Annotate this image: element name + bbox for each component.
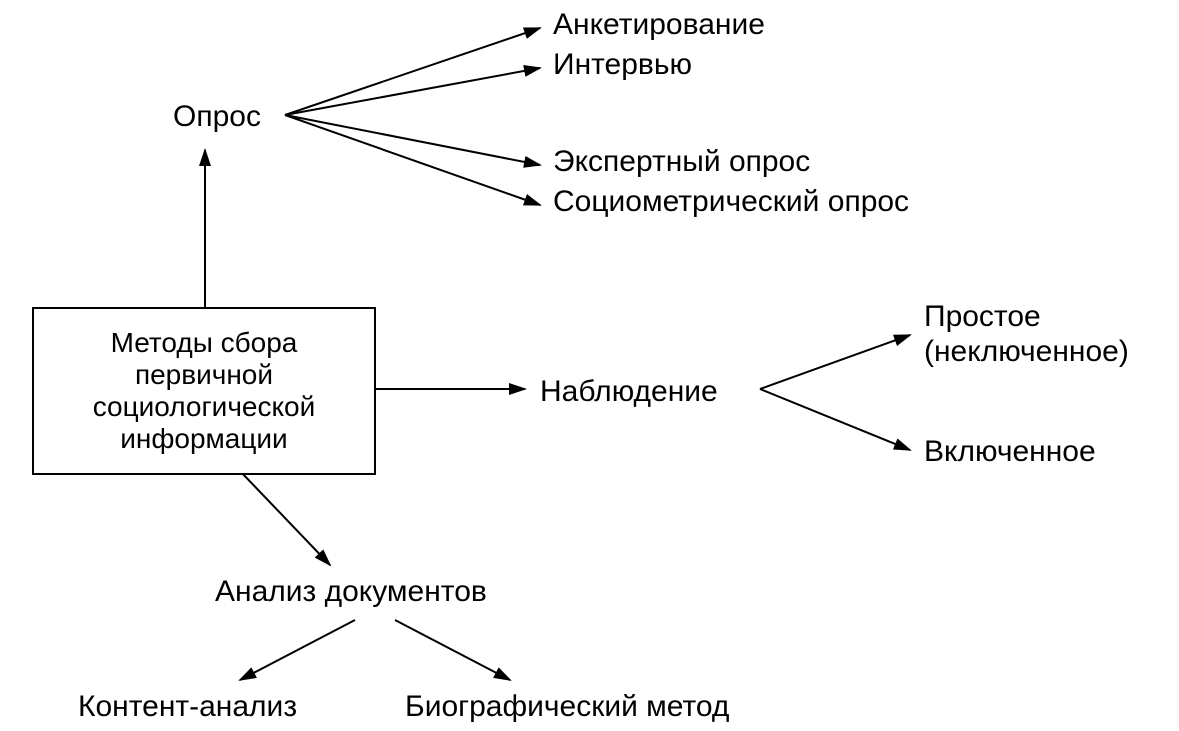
node-sociometric: Социометрический опрос [553, 185, 909, 220]
node-bio: Биографический метод [405, 690, 729, 725]
node-opros: Опрос [173, 100, 261, 135]
node-included: Включенное [924, 435, 1096, 470]
node-interview: Интервью [553, 48, 692, 83]
node-simple: Простое (неключенное) [924, 300, 1129, 369]
diagram-canvas: Методы сбора первичной социологической и… [0, 0, 1179, 731]
root-node: Методы сбора первичной социологической и… [32, 307, 376, 475]
node-analysis: Анализ документов [215, 575, 487, 610]
node-expert: Экспертный опрос [553, 145, 810, 180]
node-nabl: Наблюдение [540, 375, 718, 410]
node-content: Контент-анализ [78, 690, 297, 725]
root-label: Методы сбора первичной социологической и… [93, 327, 316, 455]
node-anket: Анкетирование [553, 8, 765, 43]
